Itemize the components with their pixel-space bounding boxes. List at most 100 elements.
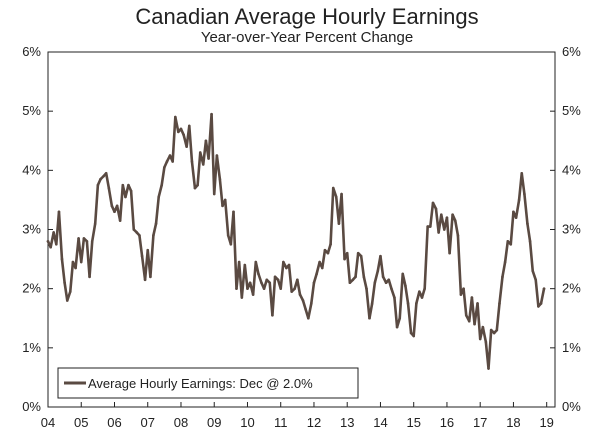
data-point bbox=[439, 213, 443, 217]
data-point bbox=[99, 177, 102, 181]
data-point bbox=[235, 287, 238, 290]
data-point bbox=[240, 296, 244, 299]
y-axis-right: 0% 1% 2% 3% 4% 5% 6% bbox=[550, 44, 581, 414]
data-point bbox=[323, 248, 327, 252]
data-point bbox=[229, 242, 233, 246]
data-point bbox=[223, 198, 227, 202]
data-point bbox=[478, 337, 482, 341]
data-point bbox=[401, 272, 405, 276]
data-point bbox=[489, 328, 493, 332]
data-point bbox=[63, 281, 66, 285]
data-point bbox=[179, 127, 183, 131]
data-point bbox=[431, 201, 435, 205]
data-point bbox=[429, 225, 432, 228]
data-point bbox=[381, 275, 385, 279]
data-point bbox=[293, 287, 296, 290]
y-axis-left: 0% 1% 2% 3% 4% 5% 6% bbox=[22, 44, 53, 414]
data-point bbox=[221, 204, 224, 208]
data-point bbox=[96, 183, 100, 187]
data-point bbox=[520, 171, 524, 175]
data-point bbox=[412, 334, 416, 338]
data-point bbox=[534, 278, 538, 282]
data-point bbox=[88, 275, 91, 279]
data-point bbox=[318, 260, 321, 264]
data-point bbox=[113, 210, 116, 214]
data-point bbox=[343, 257, 346, 261]
data-point bbox=[484, 340, 488, 344]
data-point bbox=[448, 251, 451, 255]
data-point bbox=[129, 189, 133, 193]
data-point bbox=[470, 296, 474, 299]
data-point bbox=[257, 272, 260, 276]
data-point bbox=[351, 278, 355, 282]
y-tick-label-left: 5% bbox=[22, 103, 41, 118]
data-point bbox=[57, 210, 61, 214]
y-tick-label-right: 1% bbox=[562, 340, 581, 355]
data-point bbox=[514, 216, 518, 219]
data-point bbox=[348, 281, 352, 285]
data-point bbox=[93, 222, 97, 225]
data-point bbox=[354, 275, 357, 279]
data-point bbox=[512, 210, 515, 214]
data-point bbox=[290, 290, 293, 293]
y-tick-label-right: 2% bbox=[562, 281, 581, 296]
data-point bbox=[373, 281, 377, 285]
data-point bbox=[268, 281, 272, 285]
data-point bbox=[462, 287, 465, 290]
data-point bbox=[207, 157, 210, 160]
data-point bbox=[418, 290, 421, 293]
data-point bbox=[132, 228, 136, 231]
data-point bbox=[85, 240, 89, 243]
data-point bbox=[201, 163, 205, 166]
data-point bbox=[282, 260, 285, 264]
data-point bbox=[365, 287, 368, 290]
x-tick-label: 16 bbox=[440, 415, 454, 430]
x-tick-label: 05 bbox=[74, 415, 88, 430]
data-point bbox=[149, 275, 152, 279]
legend: Average Hourly Earnings: Dec @ 2.0% bbox=[57, 367, 359, 399]
x-tick-label: 13 bbox=[340, 415, 354, 430]
y-tick-label-right: 3% bbox=[562, 222, 581, 237]
plot-frame bbox=[47, 51, 556, 408]
data-point bbox=[523, 192, 526, 196]
data-point bbox=[251, 293, 255, 296]
data-point bbox=[476, 302, 479, 305]
y-tick-label-right: 0% bbox=[562, 399, 581, 414]
data-point bbox=[168, 154, 172, 157]
data-point bbox=[212, 192, 216, 196]
data-point bbox=[503, 260, 507, 264]
data-point bbox=[65, 299, 69, 302]
y-tick-label-left: 4% bbox=[22, 162, 41, 177]
data-point bbox=[376, 269, 380, 273]
data-points bbox=[46, 112, 546, 370]
data-point bbox=[481, 325, 485, 329]
data-point bbox=[276, 278, 280, 282]
data-point bbox=[182, 133, 185, 137]
data-point bbox=[384, 281, 388, 285]
data-point bbox=[368, 316, 371, 320]
data-point bbox=[453, 219, 457, 222]
data-point bbox=[531, 269, 535, 273]
data-point bbox=[90, 240, 94, 243]
data-point bbox=[526, 222, 529, 225]
data-point bbox=[185, 145, 188, 148]
x-tick-label: 10 bbox=[240, 415, 254, 430]
data-point bbox=[398, 316, 402, 320]
data-point bbox=[46, 240, 50, 243]
data-point bbox=[379, 254, 382, 258]
data-point bbox=[406, 302, 410, 305]
data-point bbox=[345, 251, 349, 255]
data-point bbox=[143, 278, 147, 282]
data-point bbox=[218, 177, 222, 181]
data-point bbox=[74, 266, 77, 270]
x-tick-label: 15 bbox=[406, 415, 420, 430]
data-point bbox=[279, 287, 283, 290]
data-point bbox=[49, 245, 52, 249]
x-axis: 04 05 06 07 08 09 10 11 12 13 14 15 16 17 18 19 bbox=[41, 402, 554, 430]
legend-box bbox=[57, 367, 359, 399]
data-point bbox=[387, 278, 391, 282]
data-point bbox=[135, 231, 139, 234]
data-point bbox=[451, 213, 454, 217]
x-tick-label: 19 bbox=[539, 415, 553, 430]
data-point bbox=[312, 281, 316, 285]
